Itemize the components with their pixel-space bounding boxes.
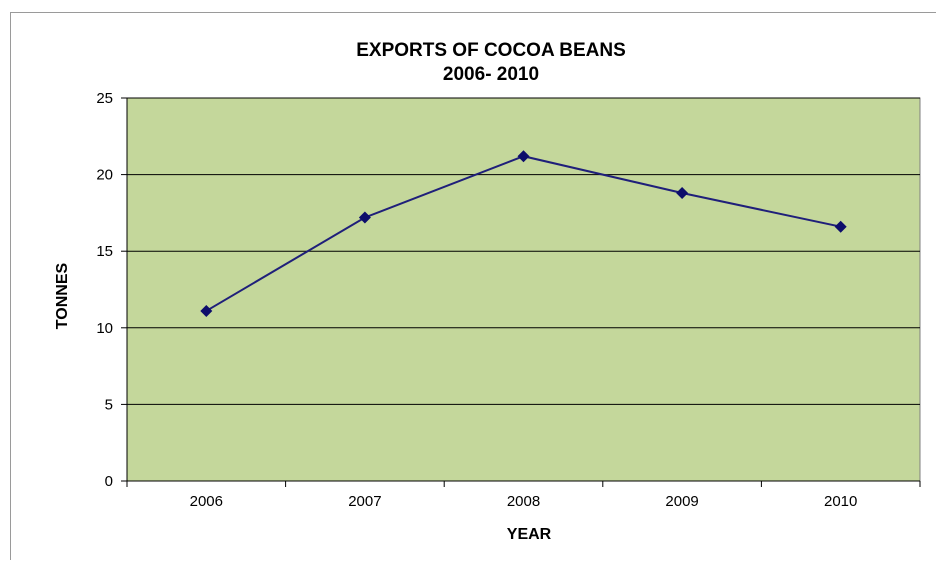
y-tick-label: 25 bbox=[96, 90, 113, 107]
gridlines bbox=[127, 97, 920, 405]
y-axis-title: TONNES bbox=[54, 262, 71, 329]
x-axis-title: YEAR bbox=[507, 526, 552, 543]
y-tick-label: 10 bbox=[96, 320, 113, 337]
data-point bbox=[676, 186, 689, 199]
data-point bbox=[200, 304, 213, 317]
y-tick-label: 0 bbox=[105, 473, 113, 490]
y-tick-label: 5 bbox=[105, 396, 113, 413]
series-layer bbox=[200, 150, 847, 317]
y-tick-label: 20 bbox=[96, 167, 113, 184]
data-point bbox=[358, 211, 371, 224]
x-tick-label: 2010 bbox=[824, 493, 857, 510]
axes: 0 5 10 15 20 25 2006 2007 2008 2009 2010 bbox=[96, 90, 921, 510]
data-point bbox=[834, 220, 847, 233]
x-tick-label: 2009 bbox=[665, 493, 698, 510]
y-tick-label: 15 bbox=[96, 243, 113, 260]
x-tick-label: 2008 bbox=[507, 493, 540, 510]
data-point bbox=[517, 150, 530, 163]
x-tick-label: 2007 bbox=[348, 493, 381, 510]
chart-subtitle: 2006- 2010 bbox=[443, 64, 539, 85]
x-tick-label: 2006 bbox=[190, 493, 223, 510]
chart-title: EXPORTS OF COCOA BEANS bbox=[356, 40, 626, 61]
